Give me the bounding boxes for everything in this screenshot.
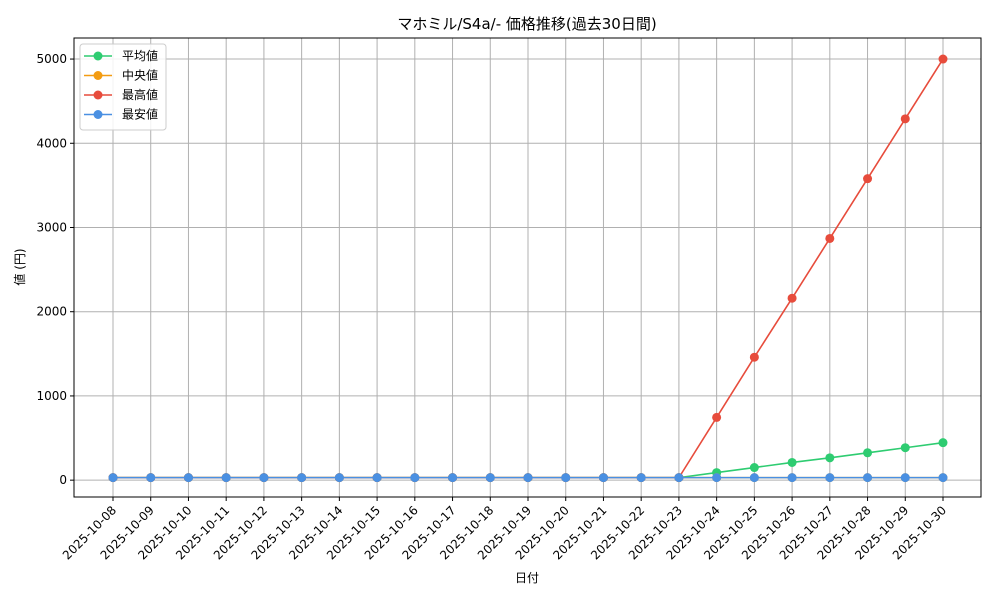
legend-marker <box>93 51 103 61</box>
data-point <box>410 473 420 483</box>
data-point <box>900 443 910 453</box>
legend-label: 平均値 <box>122 48 158 63</box>
y-tick-label: 5000 <box>36 52 67 66</box>
y-tick-label: 0 <box>59 473 67 487</box>
data-point <box>863 473 873 483</box>
chart-title: マホミル/S4a/- 価格推移(過去30日間) <box>397 15 656 33</box>
data-point <box>297 473 307 483</box>
data-point <box>863 174 873 184</box>
x-axis-label: 日付 <box>515 571 539 585</box>
data-point <box>825 453 835 463</box>
y-tick-label: 4000 <box>36 136 67 150</box>
y-axis: 0 1000 2000 3000 4000 5000 <box>36 52 74 487</box>
legend-box <box>79 43 167 131</box>
legend-label: 中央値 <box>122 68 158 83</box>
data-point <box>712 473 722 483</box>
data-point <box>334 473 344 483</box>
data-point <box>561 473 571 483</box>
legend-label: 最安値 <box>122 107 158 122</box>
data-point <box>787 293 797 303</box>
data-point <box>749 352 759 362</box>
legend-marker <box>93 110 103 119</box>
legend-marker <box>93 71 103 80</box>
legend-marker <box>93 90 103 100</box>
legend-label: 最高値 <box>122 87 158 102</box>
data-point <box>108 473 118 483</box>
y-tick-label: 2000 <box>36 305 67 319</box>
data-point <box>259 473 269 483</box>
y-tick-label: 1000 <box>36 389 67 403</box>
data-point <box>787 473 797 483</box>
data-point <box>938 438 948 448</box>
data-point <box>485 473 495 483</box>
data-point <box>448 473 458 483</box>
grid <box>74 38 981 497</box>
data-point <box>749 463 759 473</box>
data-point <box>523 473 533 483</box>
data-point <box>674 473 684 483</box>
y-tick-label: 3000 <box>36 220 67 234</box>
data-point <box>221 473 231 483</box>
data-point <box>372 473 382 483</box>
series-lines <box>108 54 948 483</box>
data-point <box>825 233 835 243</box>
data-point <box>787 457 797 467</box>
data-point <box>938 54 948 64</box>
data-point <box>900 473 910 483</box>
data-point <box>938 473 948 483</box>
data-point <box>749 473 759 483</box>
data-point <box>712 412 722 422</box>
series-4 <box>108 473 948 483</box>
x-axis: 2025-10-082025-10-092025-10-102025-10-11… <box>60 497 949 562</box>
data-point <box>183 473 193 483</box>
data-point <box>598 473 608 483</box>
data-point <box>863 448 873 458</box>
data-point <box>636 473 646 483</box>
data-point <box>146 473 156 483</box>
data-point <box>825 473 835 483</box>
data-point <box>900 114 910 124</box>
y-axis-label: 値 (円) <box>12 248 27 285</box>
